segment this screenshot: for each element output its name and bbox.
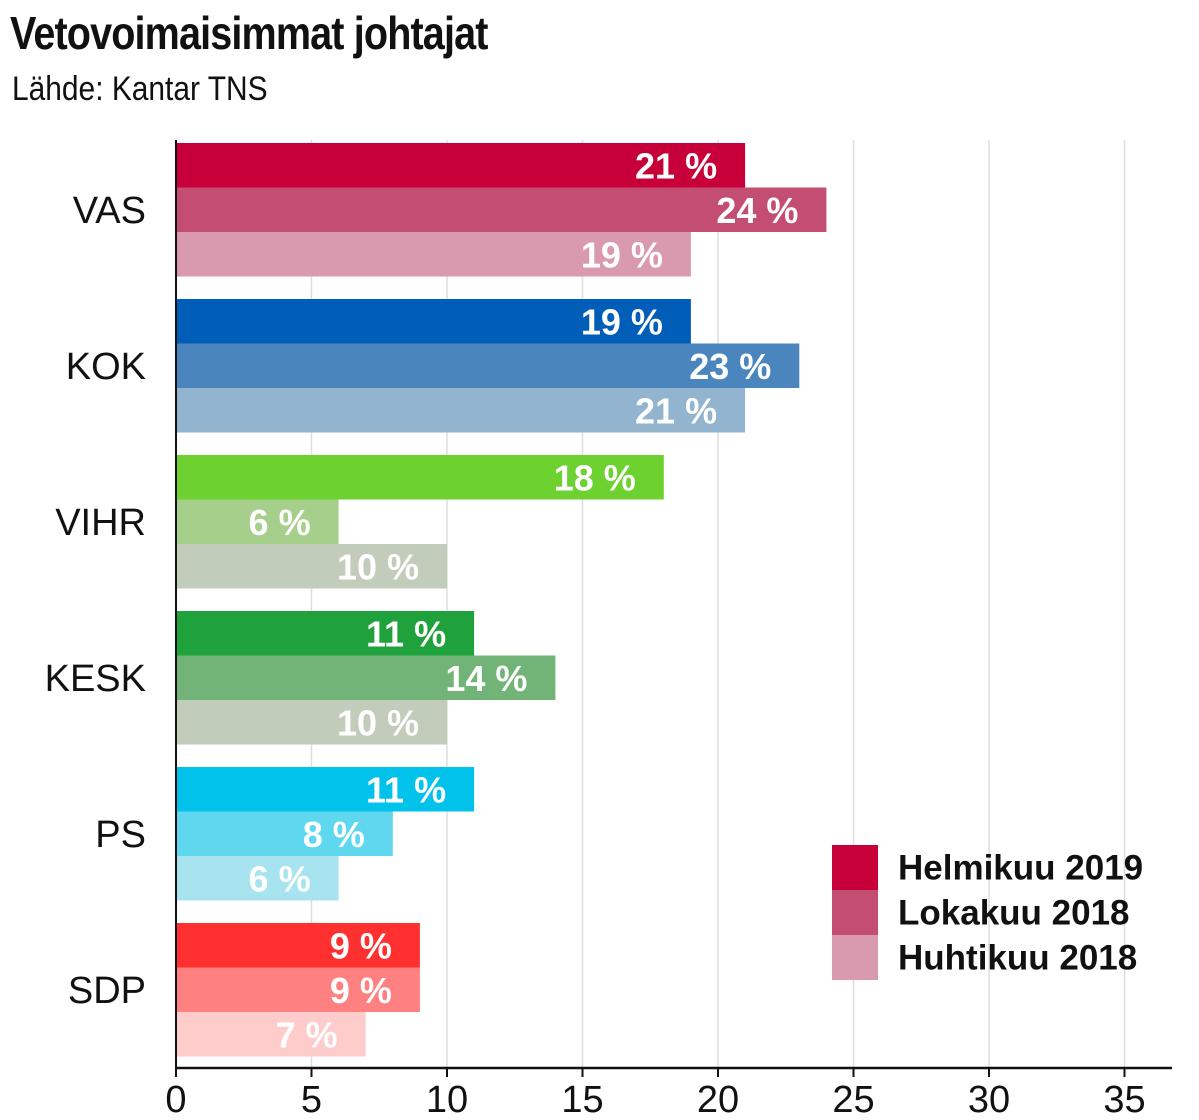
data-label: 14 % [445,658,527,699]
bar-kesk-1 [176,611,475,656]
x-tick-label: 0 [165,1079,186,1120]
x-tick-label: 5 [301,1079,322,1120]
category-label: VIHR [55,502,146,544]
category-label: VAS [73,190,146,232]
bar-vas-3 [176,232,691,277]
x-tick-label: 15 [561,1079,603,1120]
data-label: 8 % [303,814,365,855]
x-tick-label: 20 [697,1079,739,1120]
category-label: KESK [45,658,146,700]
data-label: 21 % [635,145,717,186]
legend: Helmikuu 2019 Lokakuu 2018 Huhtikuu 2018 [832,845,1143,980]
bar-vihr-3 [176,544,447,589]
legend-label: Lokakuu 2018 [898,894,1130,933]
category-labels: VAS KOK VIHR KESK PS SDP [45,190,146,1012]
data-label: 11 % [366,613,446,654]
bar-sdp-3 [176,1012,366,1057]
data-label: 6 % [249,502,311,543]
bar-ps-1 [176,767,475,812]
bar-sdp-2 [176,967,420,1012]
data-label: 10 % [337,702,419,743]
legend-label: Huhtikuu 2018 [898,939,1137,978]
data-label: 9 % [330,925,392,966]
gridlines [310,140,1126,1068]
legend-swatch [832,935,878,980]
data-label: 18 % [554,457,636,498]
bar-kesk-3 [176,700,447,745]
chart-source: Lähde: Kantar TNS [12,70,268,108]
x-tick-label: 30 [968,1079,1010,1120]
data-label: 19 % [581,301,663,342]
legend-swatch [832,890,878,935]
bar-vas-2 [176,187,827,232]
data-label: 6 % [249,858,311,899]
data-label: 9 % [330,970,392,1011]
legend-label: Helmikuu 2019 [898,849,1143,888]
data-label: 24 % [716,190,798,231]
bar-ps-2 [176,811,393,856]
data-label: 7 % [276,1014,338,1055]
bar-kok-1 [176,299,691,344]
bar-sdp-1 [176,923,420,968]
data-label: 21 % [635,390,717,431]
bars: 21 %24 %19 %19 %23 %21 %18 %6 %10 %11 %1… [176,143,827,1057]
category-label: SDP [68,970,146,1012]
x-tick-label: 35 [1103,1079,1145,1120]
data-label: 19 % [581,234,663,275]
x-tick-label: 25 [832,1079,874,1120]
bar-kok-3 [176,388,746,433]
data-label: 23 % [689,346,771,387]
bar-ps-3 [176,856,339,901]
category-label: KOK [66,346,146,388]
bar-vas-1 [176,143,746,188]
data-label: 10 % [337,546,419,587]
chart-title: Vetovoimaisimmat johtajat [10,7,488,59]
data-label: 11 % [366,769,446,810]
bar-kesk-2 [176,655,556,700]
x-tick-label: 10 [426,1079,468,1120]
legend-swatch [832,845,878,890]
bar-vihr-2 [176,499,339,544]
bar-kok-2 [176,343,800,388]
x-axis: 0 5 10 15 20 25 30 35 [165,140,1172,1120]
category-label: PS [95,814,146,856]
bar-vihr-1 [176,455,664,500]
